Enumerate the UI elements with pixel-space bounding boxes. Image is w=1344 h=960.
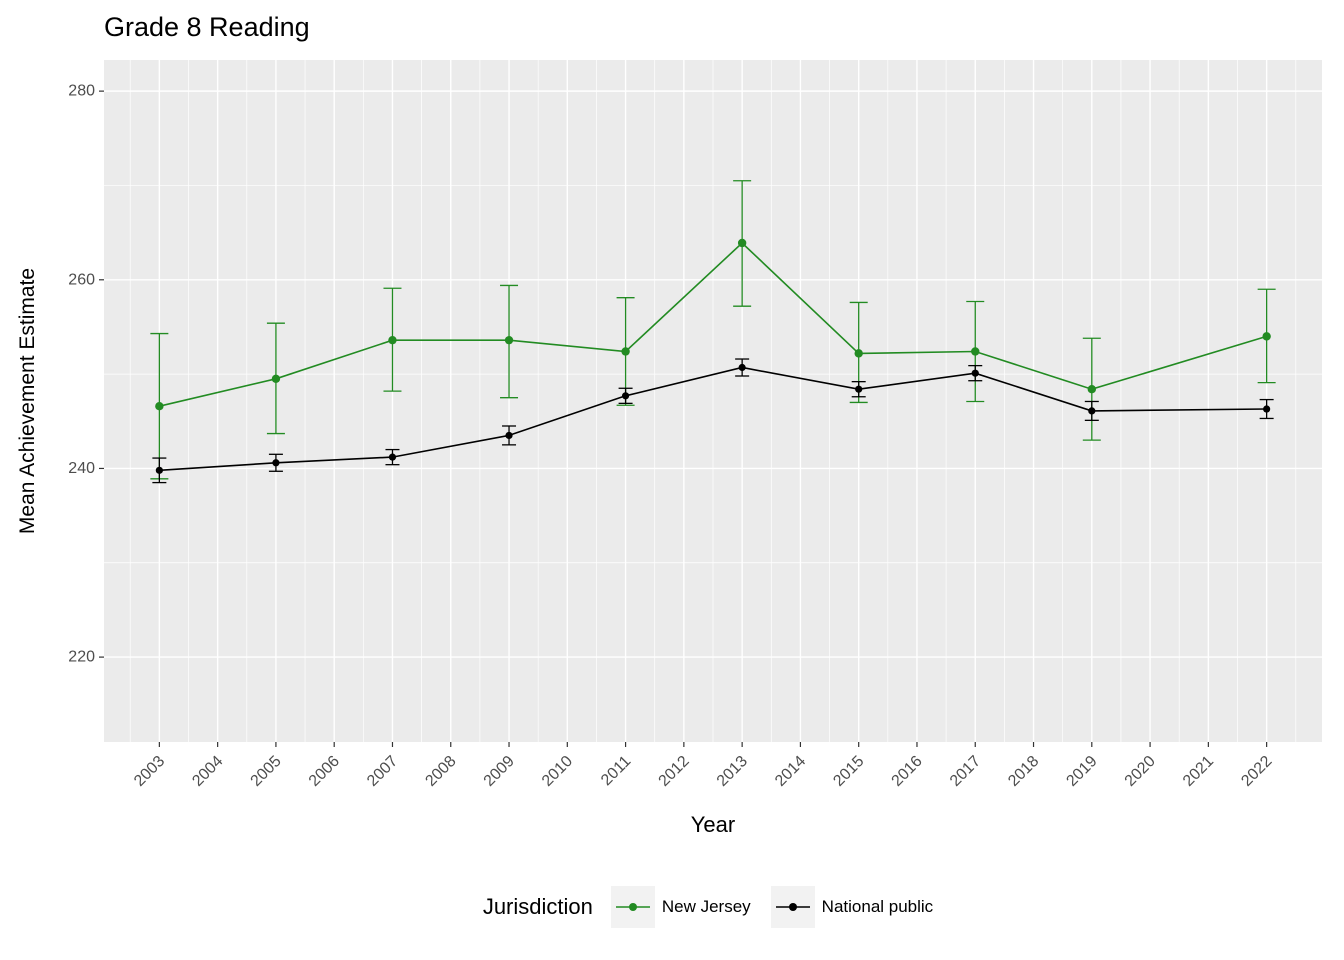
data-point-national-public bbox=[1263, 405, 1271, 413]
legend-entries: New Jersey National public bbox=[610, 886, 943, 928]
x-tick-label: 2016 bbox=[889, 753, 926, 790]
x-tick-labels: 2003 2004 2005 2006 2007 2008 2009 2010 2011 2012… bbox=[131, 753, 1276, 790]
legend-entry-national-public: National public bbox=[770, 886, 934, 928]
x-tick-label: 2014 bbox=[772, 753, 809, 790]
data-point-new-jersey bbox=[621, 347, 630, 356]
y-axis-title: Mean Achievement Estimate bbox=[16, 267, 39, 535]
x-tick-label: 2018 bbox=[1005, 753, 1042, 790]
x-tick-label: 2019 bbox=[1063, 753, 1100, 790]
y-tick-label: 240 bbox=[68, 460, 95, 477]
data-point-new-jersey bbox=[737, 238, 747, 248]
data-point-new-jersey bbox=[504, 335, 514, 345]
data-point-new-jersey bbox=[1087, 385, 1097, 394]
data-point-new-jersey bbox=[271, 374, 281, 384]
data-point-national-public bbox=[738, 363, 746, 372]
x-tick-label: 2009 bbox=[481, 753, 518, 790]
x-tick-label: 2005 bbox=[248, 753, 285, 790]
series-national-public bbox=[152, 358, 1274, 484]
data-point-new-jersey bbox=[971, 347, 980, 356]
x-tick-label: 2008 bbox=[422, 753, 459, 790]
data-point-national-public bbox=[855, 385, 863, 393]
minor-gridlines bbox=[104, 60, 1322, 742]
legend: Jurisdiction New Jersey National public bbox=[104, 886, 1322, 928]
legend-label-new-jersey: New Jersey bbox=[661, 897, 751, 916]
x-tick-label: 2010 bbox=[539, 753, 576, 790]
y-tick-label: 280 bbox=[68, 83, 95, 100]
x-tick-label: 2017 bbox=[947, 753, 984, 790]
legend-title: Jurisdiction bbox=[482, 894, 593, 919]
y-tick-label: 220 bbox=[68, 649, 95, 666]
legend-key-national-public bbox=[770, 886, 815, 928]
data-point-new-jersey bbox=[1262, 332, 1271, 341]
x-tick-label: 2012 bbox=[656, 753, 693, 790]
data-point-national-public bbox=[388, 453, 397, 461]
x-tick-label: 2003 bbox=[131, 753, 168, 790]
line-new-jersey bbox=[159, 241, 1267, 407]
chart-title: Grade 8 Reading bbox=[104, 12, 310, 42]
legend-key-new-jersey bbox=[610, 886, 655, 928]
x-tick-label: 2011 bbox=[598, 753, 634, 789]
data-point-new-jersey bbox=[388, 335, 397, 345]
data-point-new-jersey bbox=[854, 349, 863, 358]
legend-label-national-public: National public bbox=[821, 897, 934, 916]
x-tick-label: 2015 bbox=[830, 753, 867, 790]
line-national-public bbox=[159, 366, 1267, 472]
x-tick-label: 2022 bbox=[1238, 753, 1275, 790]
data-point-national-public bbox=[621, 392, 630, 400]
data-point-national-public bbox=[971, 369, 979, 377]
y-tick-label: 260 bbox=[68, 271, 95, 288]
x-tick-label: 2004 bbox=[189, 753, 226, 790]
data-point-new-jersey bbox=[155, 401, 164, 411]
x-tick-label: 2013 bbox=[714, 753, 751, 790]
data-point-national-public bbox=[155, 466, 163, 474]
axis-tick-marks bbox=[99, 90, 1268, 747]
data-point-national-public bbox=[1088, 407, 1096, 415]
x-tick-label: 2006 bbox=[306, 753, 343, 790]
x-axis-title: Year bbox=[690, 812, 736, 837]
x-tick-label: 2007 bbox=[364, 753, 401, 790]
legend-entry-new-jersey: New Jersey bbox=[610, 886, 751, 928]
data-point-national-public bbox=[272, 459, 280, 467]
x-tick-label: 2020 bbox=[1122, 753, 1159, 790]
series-new-jersey bbox=[150, 180, 1276, 480]
data-point-national-public bbox=[505, 431, 513, 440]
x-tick-label: 2021 bbox=[1180, 753, 1217, 790]
y-tick-labels: 220 240 260 280 bbox=[68, 83, 95, 666]
